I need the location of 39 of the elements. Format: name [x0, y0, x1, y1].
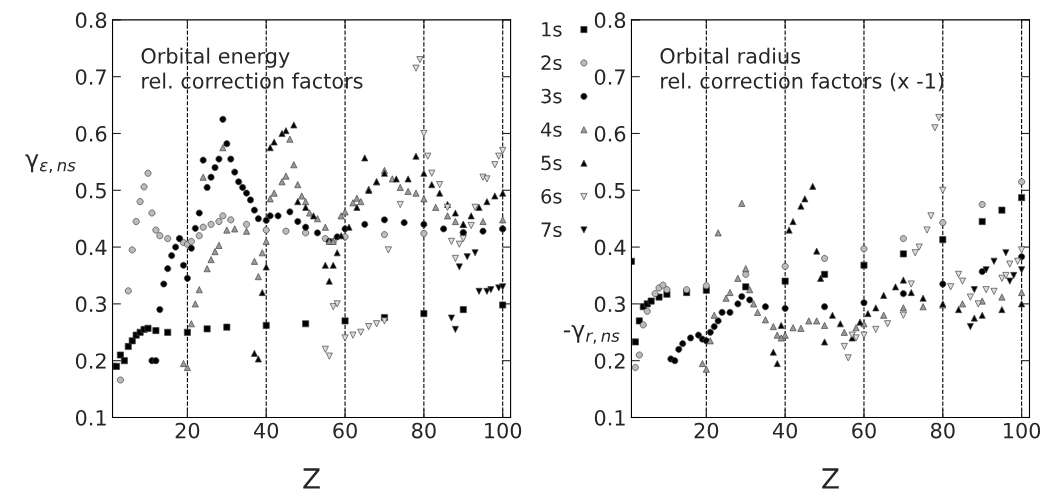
y-tick-label: 0.8 [594, 12, 626, 29]
x-tick-label: 80 [930, 422, 955, 439]
legend-label: 6s [541, 188, 562, 204]
y-axis-title: γ$_{ε,ns}$ [25, 154, 76, 174]
y-tick-label: 0.1 [594, 409, 625, 426]
x-tick-label: 100 [485, 422, 522, 439]
legend-label: 3s [541, 88, 562, 104]
y-tick-label: 0.7 [594, 69, 625, 85]
x-tick-label: 20 [694, 422, 719, 439]
y-tick-label: 0.3 [594, 296, 625, 313]
legend-label: 7s [541, 222, 562, 238]
y-tick-label: 0.6 [75, 125, 107, 142]
x-axis-title: Z [303, 468, 320, 489]
y-tick-label: 0.5 [594, 182, 625, 199]
x-tick-label: 40 [254, 422, 279, 439]
y-tick-label: 0.3 [75, 296, 107, 313]
y-axis-title: -γ$_{r,ns}$ [563, 324, 620, 344]
x-tick-label: 100 [1004, 422, 1041, 439]
x-tick-label: 20 [175, 422, 200, 439]
x-tick-label: 40 [772, 422, 798, 439]
y-tick-label: 0.2 [75, 353, 106, 369]
y-tick-label: 0.4 [75, 239, 107, 256]
y-tick-label: 0.6 [594, 125, 626, 142]
legend-label: 1s [542, 22, 562, 37]
x-tick-label: 60 [852, 422, 876, 439]
legend-label: 4s [540, 122, 562, 137]
y-tick-label: 0.2 [594, 353, 625, 369]
annotation: Orbital energy rel. correction factors [141, 47, 363, 89]
annotation: Orbital radius rel. correction factors (x -1) [660, 47, 944, 92]
y-tick-label: 0.8 [75, 12, 107, 29]
y-tick-label: 0.5 [75, 182, 106, 199]
x-tick-label: 60 [333, 422, 357, 439]
y-tick-label: 0.7 [75, 69, 106, 85]
y-tick-label: 0.4 [594, 239, 626, 256]
legend-label: 2s [541, 55, 562, 71]
x-tick-label: 80 [412, 422, 436, 439]
y-tick-label: 0.1 [75, 409, 106, 426]
x-axis-title: Z [822, 468, 839, 489]
legend-label: 5s [541, 155, 562, 171]
